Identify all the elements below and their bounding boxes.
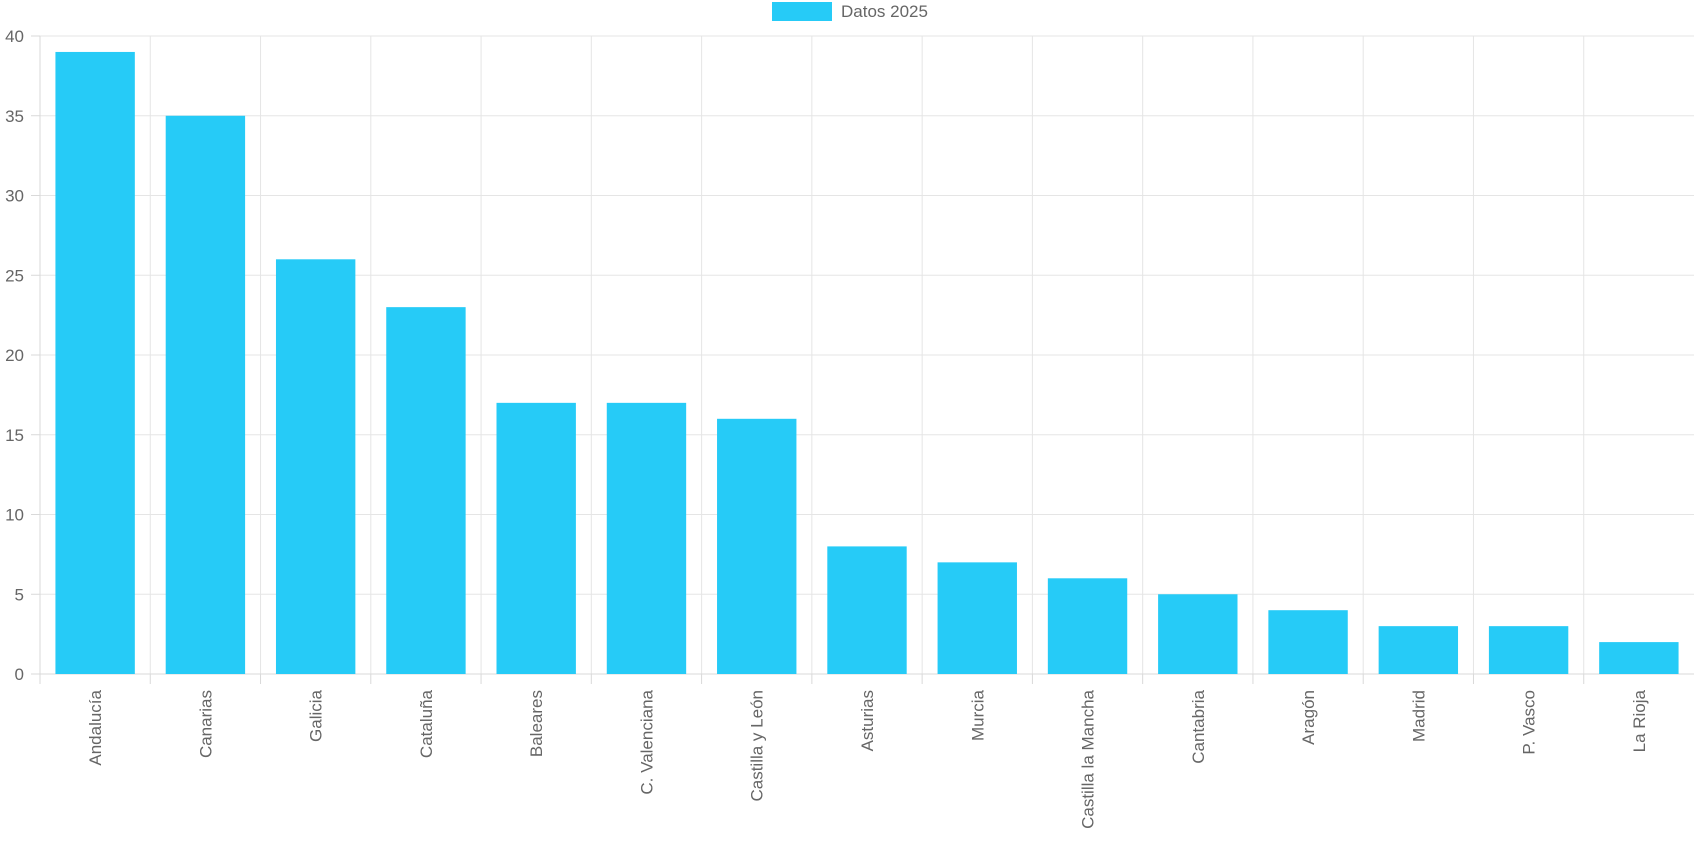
bar[interactable] bbox=[937, 562, 1017, 674]
x-tick-label: C. Valenciana bbox=[637, 689, 656, 794]
y-tick-label: 5 bbox=[15, 585, 24, 604]
y-tick-labels: 0 5 10 15 20 25 30 35 40 bbox=[5, 27, 24, 684]
x-tick-label: Baleares bbox=[527, 690, 546, 757]
x-tick-label: Castilla la Mancha bbox=[1079, 689, 1098, 828]
bar[interactable] bbox=[55, 51, 135, 674]
x-tick-label: Andalucía bbox=[86, 689, 105, 765]
bar[interactable] bbox=[165, 115, 246, 674]
x-tick-label: Cataluña bbox=[417, 689, 436, 758]
x-tick-label: Canarias bbox=[196, 690, 215, 758]
bar[interactable] bbox=[1378, 626, 1459, 674]
x-tick-label: Castilla y León bbox=[748, 690, 767, 802]
bar[interactable] bbox=[275, 259, 356, 674]
legend-label[interactable]: Datos 2025 bbox=[841, 2, 928, 21]
x-tick-label: Asturias bbox=[858, 690, 877, 751]
bar[interactable] bbox=[717, 418, 797, 674]
bar[interactable] bbox=[606, 402, 687, 674]
x-tick-label: Aragón bbox=[1299, 690, 1318, 745]
bars bbox=[55, 51, 1679, 674]
bar[interactable] bbox=[1047, 578, 1128, 674]
bar[interactable] bbox=[1268, 610, 1348, 674]
y-tick-label: 25 bbox=[5, 266, 24, 285]
x-tick-label: La Rioja bbox=[1630, 689, 1649, 752]
bar[interactable] bbox=[1158, 594, 1238, 674]
y-tick-label: 0 bbox=[15, 665, 24, 684]
bar[interactable] bbox=[386, 307, 466, 674]
y-tick-label: 10 bbox=[5, 506, 24, 525]
y-tick-label: 30 bbox=[5, 187, 24, 206]
legend[interactable]: Datos 2025 bbox=[772, 2, 928, 21]
x-tick-label: P. Vasco bbox=[1520, 690, 1539, 755]
legend-swatch[interactable] bbox=[772, 2, 832, 21]
grid-lines bbox=[40, 35, 1694, 674]
x-tick-labels: Andalucía Canarias Galicia Cataluña Baleares… bbox=[86, 689, 1649, 828]
x-tick-label: Cantabria bbox=[1189, 689, 1208, 763]
bar[interactable] bbox=[496, 402, 576, 674]
bar[interactable] bbox=[1599, 642, 1679, 674]
bar[interactable] bbox=[1488, 626, 1569, 674]
y-tick-label: 35 bbox=[5, 107, 24, 126]
y-tick-label: 15 bbox=[5, 426, 24, 445]
y-tick-label: 40 bbox=[5, 27, 24, 46]
x-tick-label: Madrid bbox=[1409, 690, 1428, 742]
bar[interactable] bbox=[827, 546, 907, 674]
x-tick-label: Murcia bbox=[968, 689, 987, 741]
y-tick-label: 20 bbox=[5, 346, 24, 365]
x-tick-label: Galicia bbox=[307, 689, 326, 742]
